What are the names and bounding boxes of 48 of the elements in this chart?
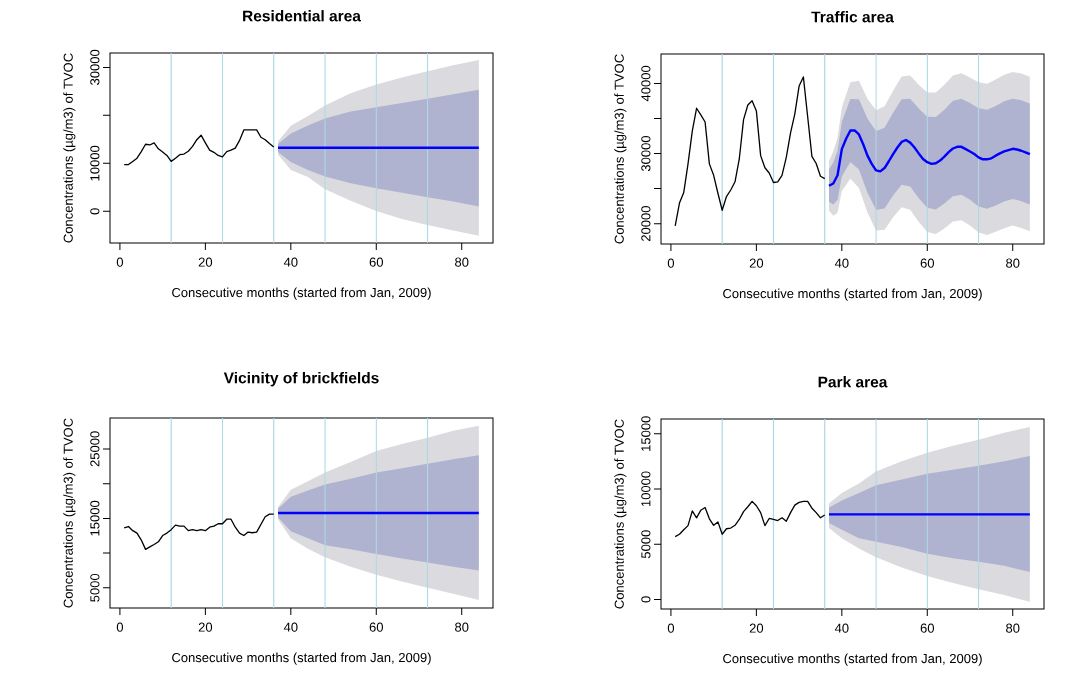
y-axis-title: Concentrations (µg/m3) of TVOC (63, 418, 76, 608)
y-tick-label: 5000 (641, 530, 651, 559)
x-tick-label: 60 (920, 623, 935, 633)
x-tick-label: 0 (116, 622, 124, 632)
x-tick-label: 60 (369, 622, 383, 632)
y-tick-label: 30000 (641, 135, 651, 172)
y-tick-label: 10000 (641, 471, 651, 507)
y-tick-label: 30000 (90, 49, 100, 85)
y-axis-title: Concentrations (µg/m3) of TVOC (614, 419, 627, 609)
y-tick-label: 5000 (90, 573, 100, 602)
chart-title: Park area (818, 376, 888, 388)
x-tick-label: 60 (369, 257, 383, 267)
x-axis-title: Consecutive months (started from Jan, 2009) (723, 288, 982, 301)
y-tick-label: 10000 (90, 145, 100, 181)
x-tick-label: 40 (283, 257, 298, 267)
x-tick-label: 0 (667, 258, 675, 268)
y-tick-label: 25000 (90, 431, 100, 467)
x-tick-label: 40 (834, 623, 849, 633)
x-tick-label: 20 (749, 258, 764, 268)
y-tick-label: 0 (641, 596, 651, 603)
y-tick-label: 15000 (90, 500, 100, 536)
line-series (674, 500, 826, 538)
x-axis-title: Consecutive months (started from Jan, 2009) (723, 653, 982, 666)
x-tick-label: 80 (455, 257, 469, 267)
x-tick-label: 20 (198, 257, 213, 267)
x-tick-label: 40 (834, 258, 849, 268)
y-axis-title: Concentrations (µg/m3) of TVOC (614, 54, 627, 244)
x-tick-label: 20 (198, 622, 213, 632)
x-tick-label: 40 (283, 622, 298, 632)
x-tick-label: 0 (667, 623, 675, 633)
x-axis-title: Consecutive months (started from Jan, 2009) (172, 287, 431, 300)
y-tick-label: 20000 (641, 206, 651, 242)
x-tick-label: 60 (920, 258, 935, 268)
x-tick-label: 80 (455, 622, 469, 632)
y-tick-label: 40000 (641, 65, 651, 102)
x-tick-label: 0 (116, 257, 124, 267)
y-tick-label: 0 (90, 208, 100, 215)
chart-title: Residential area (243, 10, 362, 22)
x-axis-title: Consecutive months (started from Jan, 2009) (172, 652, 431, 665)
x-tick-label: 80 (1006, 258, 1020, 268)
x-tick-label: 80 (1006, 623, 1020, 633)
x-tick-label: 20 (749, 623, 764, 633)
chart-title: Traffic area (811, 11, 894, 23)
y-axis-title: Concentrations (µg/m3) of TVOC (63, 53, 76, 243)
chart-title: Vicinity of brickfields (223, 372, 379, 387)
y-tick-label: 15000 (641, 416, 651, 451)
line-series (827, 129, 1032, 187)
line-series (674, 76, 826, 227)
